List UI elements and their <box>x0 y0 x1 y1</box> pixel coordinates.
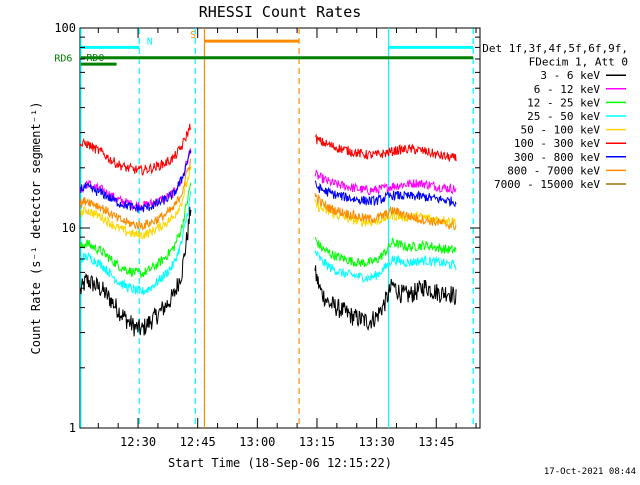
series-line <box>314 250 457 283</box>
series-3-6-kev <box>80 206 457 337</box>
x-tick-label: 13:45 <box>418 435 454 449</box>
y-axis-label: Count Rate (s⁻¹ detector segment⁻¹) <box>29 102 43 355</box>
series-line <box>80 206 192 337</box>
state-bar-label-n: N <box>147 36 153 47</box>
series-line <box>80 191 192 295</box>
legend: Det 1f,3f,4f,5f,6f,9f,FDecim 1, Att 03 -… <box>482 42 628 191</box>
series-100-300-kev <box>80 123 457 176</box>
series-line <box>80 165 192 240</box>
data-layer <box>80 28 474 428</box>
state-bar-label-rd0: RD0 <box>86 53 104 64</box>
series-line <box>80 149 192 213</box>
series-line <box>314 265 457 332</box>
plot-area: N S RD6 RD0 <box>54 27 481 429</box>
series-300-800-kev <box>80 149 457 213</box>
series-12-25-kev <box>80 182 457 278</box>
legend-header-line: FDecim 1, Att 0 <box>529 56 628 69</box>
series-line <box>314 133 457 162</box>
series-line <box>314 169 457 195</box>
x-tick-label: 13:15 <box>299 435 335 449</box>
series-line <box>80 158 192 232</box>
state-bar-label-s: S <box>190 30 196 41</box>
legend-header-line: Det 1f,3f,4f,5f,6f,9f, <box>482 42 628 55</box>
legend-entry-label: 100 - 300 keV <box>514 137 600 150</box>
y-axis: 1 10 100 <box>54 21 480 435</box>
legend-entry-label: 25 - 50 keV <box>527 110 600 123</box>
legend-entry-label: 800 - 7000 keV <box>507 164 600 177</box>
series-800-7000-kev <box>80 158 457 232</box>
series-6-12-kev <box>80 148 457 212</box>
legend-entry-label: 7000 - 15000 keV <box>494 178 600 191</box>
chart-title: RHESSI Count Rates <box>199 3 362 21</box>
legend-entry-label: 12 - 25 keV <box>527 96 600 109</box>
series-line <box>314 180 457 208</box>
x-axis-label: Start Time (18-Sep-06 12:15:22) <box>168 456 392 470</box>
legend-entry-label: 50 - 100 keV <box>521 124 601 137</box>
y-tick-label: 10 <box>62 221 76 235</box>
x-tick-label: 13:30 <box>359 435 395 449</box>
series-line <box>314 236 457 268</box>
y-tick-label: 100 <box>54 21 76 35</box>
state-bar-label-rd6: RD6 <box>54 54 72 65</box>
series-line <box>80 182 192 278</box>
legend-entry-label: 300 - 800 keV <box>514 151 600 164</box>
series-line <box>80 123 192 176</box>
legend-entry-label: 6 - 12 keV <box>534 83 601 96</box>
x-axis: 12:30 12:45 13:00 13:15 13:30 13:45 <box>97 28 477 449</box>
series-line <box>314 192 457 231</box>
x-tick-label: 12:30 <box>120 435 156 449</box>
plot-frame <box>79 27 481 429</box>
y-tick-label: 1 <box>69 421 76 435</box>
series-25-50-kev <box>80 191 457 295</box>
timestamp: 17-Oct-2021 08:44 <box>544 467 636 477</box>
x-tick-label: 12:45 <box>180 435 216 449</box>
x-tick-label: 13:00 <box>239 435 275 449</box>
legend-entry-label: 3 - 6 keV <box>540 69 600 82</box>
